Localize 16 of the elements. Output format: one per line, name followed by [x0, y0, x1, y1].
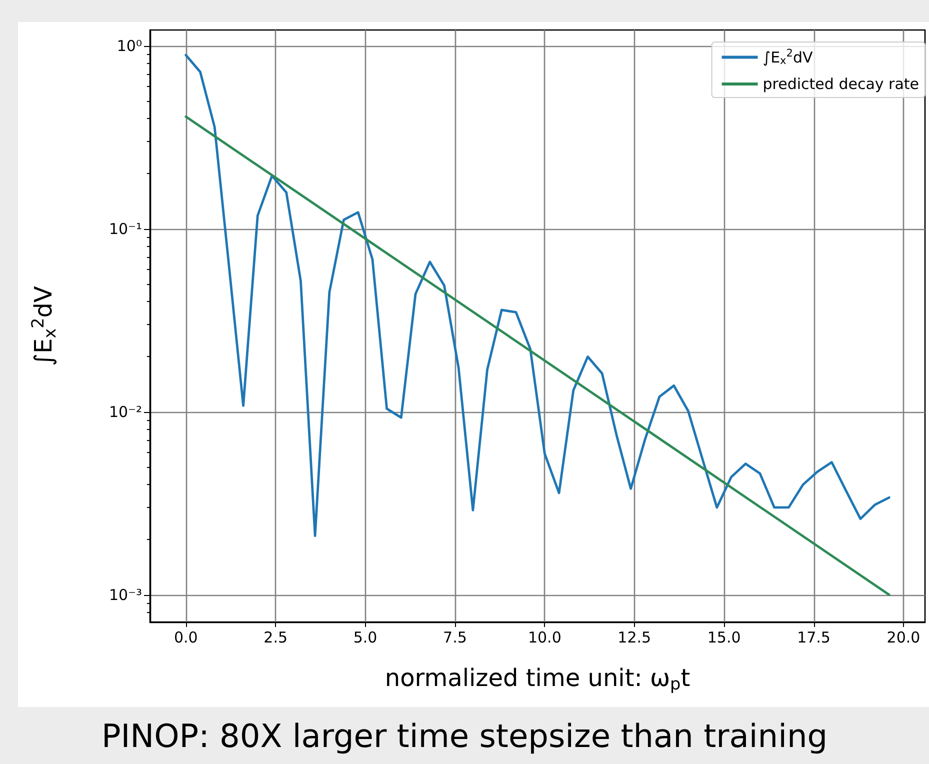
x-tick-label: 2.5 [264, 628, 288, 646]
x-tick-label: 12.5 [618, 628, 652, 646]
x-tick-label: 20.0 [886, 628, 920, 646]
y-tick-label: 10⁻³ [108, 586, 142, 604]
x-tick-label: 10.0 [528, 628, 562, 646]
x-tick-label: 0.0 [174, 628, 198, 646]
x-tick-label: 5.0 [353, 628, 378, 646]
y-tick-label: 10⁰ [116, 36, 142, 55]
legend-label: predicted decay rate [762, 75, 920, 93]
x-tick-label: 7.5 [443, 628, 467, 646]
x-tick-label: 17.5 [797, 628, 830, 646]
x-tick-label: 15.0 [707, 628, 741, 646]
y-axis-title: ∫Ex2dV [28, 285, 60, 366]
text: PINOP: 80X larger time stepsize than training [101, 717, 828, 755]
y-tick-label: 10⁻² [108, 402, 142, 421]
y-tick-label: 10⁻¹ [108, 220, 142, 238]
